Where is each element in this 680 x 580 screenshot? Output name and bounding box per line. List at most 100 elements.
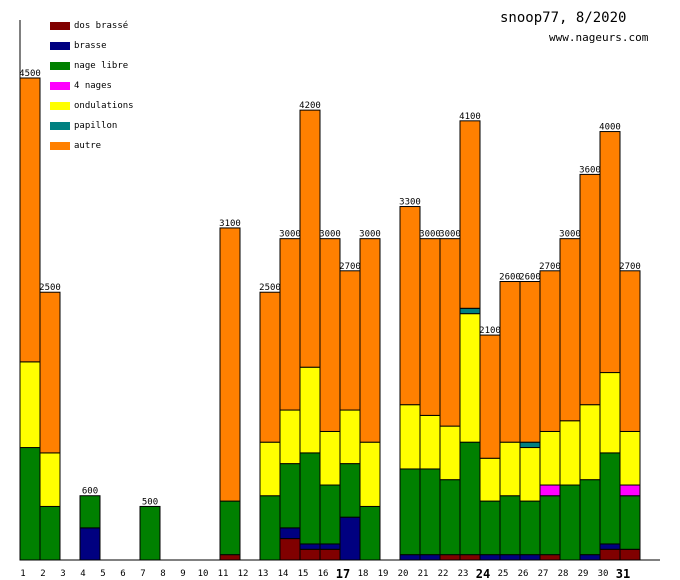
total-label-day30: 4000 [599,123,621,133]
bar-segment-day25-s2 [499,495,521,556]
x-tick-label: 21 [418,569,429,579]
bar-segment-day23-s2 [459,441,481,556]
total-label-day17: 2700 [339,262,361,272]
x-tick-label: 12 [238,569,249,579]
x-tick-label: 29 [578,569,589,579]
bar-segment-day11-s0 [219,554,241,561]
total-label-day26: 2600 [519,273,541,283]
legend-swatch [50,42,70,50]
bar-segment-day2-s6 [39,291,61,454]
legend-item: 4 nages [50,76,134,96]
bar-segment-day14-s1 [279,527,301,540]
bar-segment-day13-s2 [259,495,281,561]
legend-swatch [50,142,70,150]
total-label-day4: 600 [82,487,98,497]
bar-segment-day17-s1 [339,516,361,561]
bar-segment-day26-s6 [519,281,541,443]
bar-segment-day27-s4 [539,430,561,486]
bar-segment-day31-s3 [619,484,641,497]
bar-segment-day20-s1 [399,554,421,561]
x-tick-label: 3 [60,569,65,579]
bar-segment-day11-s2 [219,500,241,556]
bar-segment-day27-s2 [539,495,561,556]
bar-segment-day22-s4 [439,425,461,481]
bar-segment-day30-s1 [599,543,621,550]
bar-segment-day23-s0 [459,554,481,561]
x-tick-label: 25 [498,569,509,579]
bar-segment-day16-s4 [319,430,341,486]
x-tick-label: 6 [120,569,125,579]
bar-segment-day26-s1 [519,554,541,561]
x-tick-label: 31 [616,567,630,580]
bar-segment-day2-s4 [39,452,61,507]
x-tick-label: 9 [180,569,185,579]
bar-segment-day16-s2 [319,484,341,545]
total-label-day1: 4500 [19,69,41,79]
bar-segment-day18-s4 [359,441,381,507]
bar-segment-day1-s6 [19,77,41,363]
x-tick-label: 13 [258,569,269,579]
total-label-day22: 3000 [439,230,461,240]
legend-label: brasse [74,41,107,51]
x-tick-label: 17 [336,567,350,580]
chart-title: snoop77, 8/2020 [500,10,627,26]
x-tick-label: 22 [438,569,449,579]
bar-segment-day31-s4 [619,430,641,486]
total-label-day14: 3000 [279,230,301,240]
bar-segment-day24-s1 [479,554,501,561]
total-label-day21: 3000 [419,230,441,240]
legend-label: 4 nages [74,81,112,91]
x-tick-label: 27 [538,569,549,579]
bar-segment-day26-s5 [519,441,541,449]
legend-label: autre [74,141,102,151]
total-label-day27: 2700 [539,262,561,272]
bar-segment-day30-s2 [599,452,621,545]
bar-segment-day27-s3 [539,484,561,497]
bar-segment-day15-s6 [299,109,321,368]
legend-item: nage libre [50,56,134,76]
legend-label: papillon [74,121,118,131]
bar-segment-day21-s2 [419,468,441,556]
legend-label: nage libre [74,61,129,71]
total-label-day15: 4200 [299,101,321,111]
bar-segment-day20-s4 [399,404,421,470]
bar-segment-day23-s5 [459,307,481,315]
bar-segment-day21-s1 [419,554,441,561]
bar-segment-day7-s2 [139,505,161,561]
bar-segment-day29-s6 [579,173,601,406]
total-label-day28: 3000 [559,230,581,240]
bar-segment-day11-s6 [219,227,241,502]
legend-swatch [50,62,70,70]
total-label-day2: 2500 [39,283,61,293]
legend-swatch [50,102,70,110]
bar-segment-day16-s6 [319,238,341,432]
bar-segment-day27-s6 [539,270,561,432]
bar-segment-day31-s0 [619,548,641,561]
total-label-day13: 2500 [259,283,281,293]
x-tick-label: 24 [476,567,490,580]
bar-segment-day13-s6 [259,291,281,443]
bar-segment-day23-s6 [459,120,481,309]
total-label-day7: 500 [142,497,158,507]
bar-segment-day26-s2 [519,500,541,556]
bar-segment-day24-s6 [479,334,501,459]
bar-segment-day2-s2 [39,505,61,561]
bar-segment-day29-s2 [579,479,601,556]
bar-segment-day1-s2 [19,447,41,561]
bar-segment-day15-s1 [299,543,321,550]
legend-item: dos brassé [50,16,134,36]
bar-segment-day29-s4 [579,404,601,481]
bar-segment-day4-s2 [79,495,101,529]
bar-segment-day16-s0 [319,548,341,561]
x-tick-labels-layer: 1 2 3 4 5 6 7 8 9 10 11 12 13 14 15 16 17 18 19 20 21 22 23 24 2… [20,567,630,580]
bar-segment-day14-s0 [279,538,301,561]
bar-segment-day16-s1 [319,543,341,550]
bar-segment-day21-s4 [419,414,441,470]
legend-swatch [50,122,70,130]
bar-segment-day30-s6 [599,131,621,374]
x-tick-label: 18 [358,569,369,579]
bar-segment-day23-s4 [459,313,481,443]
bar-segment-day28-s4 [559,420,581,486]
bar-segment-day27-s0 [539,554,561,561]
bar-segment-day30-s0 [599,548,621,561]
